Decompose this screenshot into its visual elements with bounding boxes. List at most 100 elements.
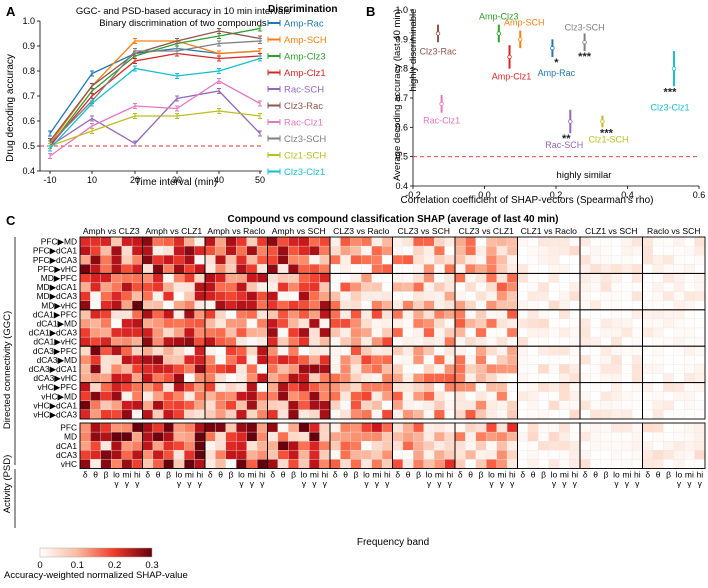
c-cell-2-24-0 xyxy=(204,459,216,469)
c-cell-1-0-3 xyxy=(173,236,185,247)
c-cell-6-11-1 xyxy=(465,336,476,347)
a-ytick-label-5: 0.9 xyxy=(22,41,35,51)
c-cell-4-7-1 xyxy=(340,300,351,310)
c-cell-2-24-2 xyxy=(225,459,237,469)
c-cell-3-6-1 xyxy=(277,291,289,301)
c-cell-2-9-0 xyxy=(204,318,216,329)
b-label-Amp-Rac: Amp-Rac xyxy=(538,68,576,78)
c-cell-1-2-4 xyxy=(184,255,195,265)
band-bottom-9-3: γ xyxy=(677,479,682,489)
c-cell-8-20-4 xyxy=(621,422,633,433)
c-cell-7-13-5 xyxy=(569,355,581,365)
c-cell-2-8-5 xyxy=(256,309,268,320)
c-cell-2-17-1 xyxy=(215,391,226,401)
b-label-Clz3-SCH: Clz3-SCH xyxy=(565,22,605,32)
c-cell-6-19-3 xyxy=(486,409,497,420)
c-cell-6-23-4 xyxy=(496,450,508,460)
band-top-8-4: mi xyxy=(622,470,631,480)
c-cell-5-21-0 xyxy=(392,431,404,442)
c-cell-2-2-0 xyxy=(204,255,216,265)
c-cell-2-16-1 xyxy=(215,382,226,392)
b-point-Clz3-Clz1 xyxy=(671,66,677,71)
c-cell-5-16-3 xyxy=(423,382,435,392)
c-cell-2-23-3 xyxy=(236,450,247,460)
c-cell-4-8-3 xyxy=(361,309,372,320)
c-cell-7-20-0 xyxy=(517,422,529,433)
feature-label-5: MD▶dCA1 xyxy=(37,282,78,292)
c-cell-7-16-5 xyxy=(569,382,581,392)
c-cell-1-13-3 xyxy=(173,355,185,365)
band-bottom-2-3: γ xyxy=(239,479,244,489)
c-cell-4-21-1 xyxy=(340,431,351,442)
group-label-psd: Activity (PSD) xyxy=(2,455,13,514)
c-cell-1-12-4 xyxy=(184,346,195,356)
c-cell-4-0-1 xyxy=(340,236,351,247)
c-cell-3-1-2 xyxy=(288,245,299,256)
c-cell-9-13-4 xyxy=(684,355,695,365)
band-top-3-0: δ xyxy=(270,470,275,480)
feature-label-3: PFC▶vHC xyxy=(38,264,77,274)
c-cell-1-11-1 xyxy=(152,336,164,347)
c-cell-3-8-2 xyxy=(288,309,299,320)
c-cell-4-13-4 xyxy=(371,355,383,365)
c-cell-4-15-3 xyxy=(361,373,372,383)
c-cell-3-0-0 xyxy=(267,236,279,247)
c-cell-7-0-4 xyxy=(559,236,570,247)
band-top-6-3: lo xyxy=(488,470,495,480)
c-cell-7-17-2 xyxy=(538,391,549,401)
c-cell-4-14-1 xyxy=(340,364,351,374)
c-cell-5-3-3 xyxy=(423,264,435,274)
c-cell-7-16-3 xyxy=(548,382,560,392)
c-cell-7-11-3 xyxy=(548,336,560,347)
c-cell-5-22-3 xyxy=(423,441,435,451)
c-cell-9-4-4 xyxy=(684,273,695,283)
c-cell-6-23-0 xyxy=(454,450,466,460)
c-cell-3-3-5 xyxy=(319,264,331,274)
c-cell-8-2-4 xyxy=(621,255,633,265)
c-cell-1-14-4 xyxy=(184,364,195,374)
c-cell-9-18-0 xyxy=(642,400,654,411)
c-cell-6-24-2 xyxy=(475,459,487,469)
c-cell-2-9-5 xyxy=(256,318,268,329)
c-cell-5-14-5 xyxy=(444,364,456,374)
c-cell-8-8-2 xyxy=(600,309,612,320)
c-cell-5-10-1 xyxy=(402,327,414,338)
c-cell-5-10-0 xyxy=(392,327,404,338)
band-bottom-4-5: γ xyxy=(385,479,390,489)
group-label-ggc: Directed connectivity (GGC) xyxy=(2,311,13,429)
c-cell-7-18-0 xyxy=(517,400,529,411)
c-cell-6-6-0 xyxy=(454,291,466,301)
c-cell-6-17-3 xyxy=(486,391,497,401)
c-cell-7-19-1 xyxy=(527,409,539,420)
c-cell-2-6-5 xyxy=(256,291,268,301)
c-cell-8-13-1 xyxy=(590,355,601,365)
c-cell-8-11-0 xyxy=(579,336,591,347)
c-cell-5-22-2 xyxy=(413,441,424,451)
c-cell-1-6-1 xyxy=(152,291,164,301)
c-cell-6-12-0 xyxy=(454,346,466,356)
c-cell-6-16-4 xyxy=(496,382,508,392)
c-cell-8-12-3 xyxy=(611,346,622,356)
c-cell-4-2-4 xyxy=(371,255,383,265)
c-cell-5-12-4 xyxy=(434,346,445,356)
c-cell-7-12-5 xyxy=(569,346,581,356)
c-cell-3-24-0 xyxy=(267,459,279,469)
b-xtick-label-1: 0.0 xyxy=(478,190,491,200)
c-cell-9-8-5 xyxy=(694,309,706,320)
c-cell-3-8-0 xyxy=(267,309,279,320)
c-cell-6-22-0 xyxy=(454,441,466,451)
c-cell-1-10-2 xyxy=(163,327,174,338)
panel-b-xticks: -0.2 0.0 0.2 0.4 0.6 xyxy=(405,186,705,200)
c-cell-7-16-4 xyxy=(559,382,570,392)
c-cell-0-21-2 xyxy=(100,431,112,442)
c-cell-5-23-1 xyxy=(402,450,414,460)
c-cell-2-17-0 xyxy=(204,391,216,401)
c-cell-1-20-3 xyxy=(173,422,185,433)
c-cell-1-16-5 xyxy=(194,382,206,392)
c-cell-9-15-3 xyxy=(673,373,685,383)
b-point-Clz3-SCH xyxy=(582,40,587,45)
c-cell-9-16-2 xyxy=(663,382,674,392)
c-cell-7-21-4 xyxy=(559,431,570,442)
c-cell-8-2-1 xyxy=(590,255,601,265)
c-frame-psd-9 xyxy=(642,422,706,469)
